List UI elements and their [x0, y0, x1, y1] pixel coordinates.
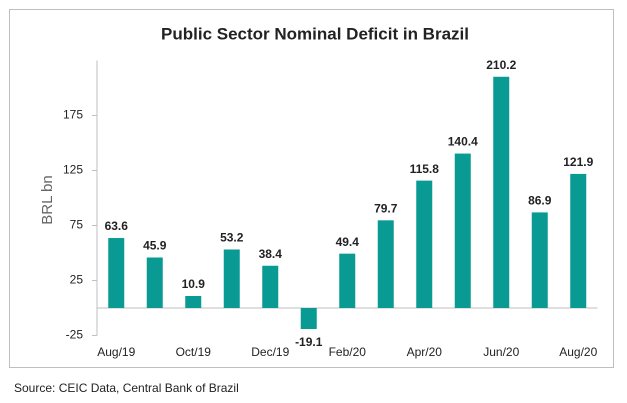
x-tick-label: Aug/20 — [559, 345, 597, 359]
bar — [262, 265, 279, 308]
bar — [570, 173, 587, 308]
y-axis-title: BRL bn — [39, 175, 56, 224]
x-tick-label: Aug/19 — [97, 345, 135, 359]
chart-border — [9, 9, 614, 368]
value-label: 86.9 — [528, 194, 552, 208]
value-label: 140.4 — [448, 135, 478, 149]
value-label: 63.6 — [105, 219, 129, 233]
x-tick-label: Jun/20 — [483, 345, 519, 359]
y-tick-label: 75 — [70, 218, 84, 232]
source-note: Source: CEIC Data, Central Bank of Brazi… — [14, 381, 239, 395]
bar — [300, 308, 317, 330]
bar — [108, 238, 125, 308]
bar — [454, 153, 471, 308]
bar — [493, 76, 510, 308]
bar — [146, 257, 163, 308]
x-tick-label: Oct/19 — [176, 345, 212, 359]
value-label: 115.8 — [410, 162, 440, 176]
bar — [223, 249, 240, 308]
value-label: 49.4 — [336, 235, 360, 249]
value-label: 121.9 — [563, 155, 593, 169]
y-tick-label: -25 — [66, 328, 84, 342]
value-label: 10.9 — [182, 277, 206, 291]
x-tick-label: Dec/19 — [251, 345, 289, 359]
value-label: 79.7 — [374, 202, 398, 216]
y-tick-label: 125 — [63, 163, 83, 177]
bar — [185, 296, 202, 308]
x-tick-label: Feb/20 — [329, 345, 367, 359]
bar — [416, 180, 433, 308]
bar — [531, 212, 548, 308]
y-tick-label: 25 — [70, 273, 84, 287]
bar — [377, 220, 394, 308]
value-label: 38.4 — [259, 247, 283, 261]
value-label: -19.1 — [295, 335, 323, 349]
value-label: 210.2 — [486, 58, 516, 72]
value-label: 53.2 — [220, 231, 244, 245]
bar — [339, 253, 356, 308]
y-tick-label: 175 — [63, 108, 83, 122]
value-label: 45.9 — [143, 239, 167, 253]
x-tick-label: Apr/20 — [407, 345, 443, 359]
chart-title: Public Sector Nominal Deficit in Brazil — [161, 24, 469, 43]
